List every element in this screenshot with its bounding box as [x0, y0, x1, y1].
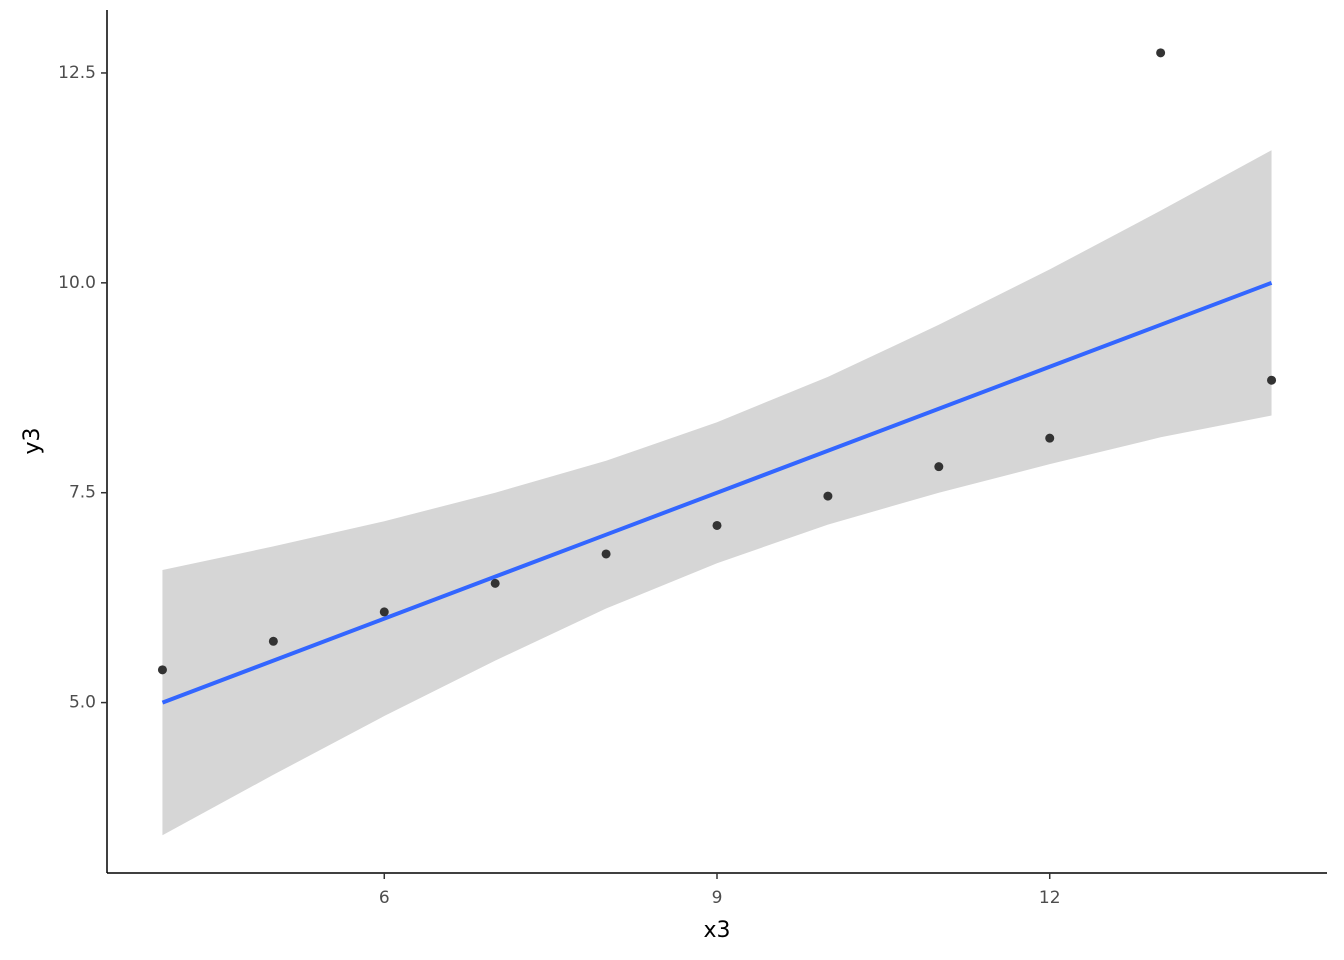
point	[1156, 48, 1166, 58]
point	[934, 462, 944, 472]
point	[823, 491, 833, 501]
y-tick-label: 7.5	[69, 483, 96, 503]
x-tick-label: 9	[712, 888, 723, 908]
x-tick-label: 6	[379, 888, 390, 908]
y-tick-label: 10.0	[58, 273, 96, 293]
point	[268, 636, 278, 646]
point	[1045, 433, 1055, 443]
fit-line	[161, 280, 1273, 705]
y-tick-label: 5.0	[69, 693, 96, 713]
point	[490, 578, 500, 588]
point	[601, 549, 611, 559]
x-axis-title: x3	[703, 918, 730, 943]
point	[712, 520, 722, 530]
y-axis-title: y3	[20, 427, 45, 454]
x-tick-label: 12	[1039, 888, 1061, 908]
point	[157, 665, 167, 675]
point	[379, 607, 389, 617]
point	[1267, 375, 1277, 385]
y-tick-label: 12.5	[58, 63, 96, 83]
